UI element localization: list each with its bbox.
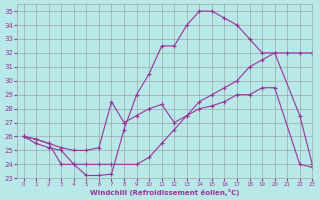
- X-axis label: Windchill (Refroidissement éolien,°C): Windchill (Refroidissement éolien,°C): [90, 189, 240, 196]
